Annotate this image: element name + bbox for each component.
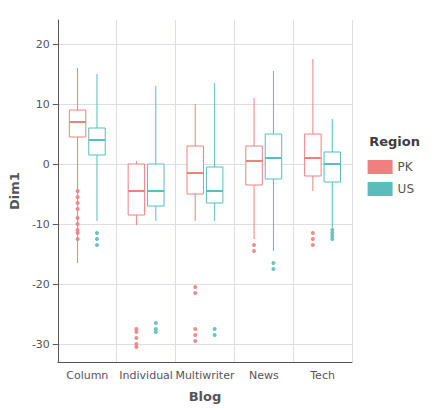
svg-text:Column: Column [66, 369, 108, 382]
svg-text:PK: PK [398, 160, 414, 174]
svg-text:Multiwriter: Multiwriter [175, 369, 235, 382]
svg-text:0: 0 [43, 158, 50, 171]
svg-text:-10: -10 [32, 218, 50, 231]
svg-text:Dim1: Dim1 [7, 172, 22, 210]
svg-text:10: 10 [36, 98, 50, 111]
svg-text:Blog: Blog [189, 389, 222, 404]
svg-text:-30: -30 [32, 338, 50, 351]
svg-text:-20: -20 [32, 278, 50, 291]
svg-text:US: US [398, 182, 414, 196]
svg-text:News: News [249, 369, 279, 382]
svg-text:Region: Region [369, 134, 420, 149]
svg-text:Tech: Tech [309, 369, 335, 382]
svg-text:Individual: Individual [119, 369, 173, 382]
svg-text:20: 20 [36, 38, 50, 51]
